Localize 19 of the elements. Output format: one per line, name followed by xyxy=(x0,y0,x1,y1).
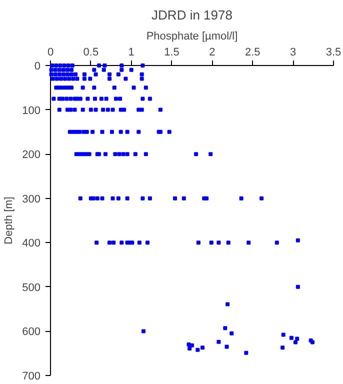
y-tick-label: 200 xyxy=(22,149,41,162)
y-tick-label: 100 xyxy=(22,104,41,117)
x-tick-label: 2 xyxy=(209,46,216,58)
y-tick-label: 600 xyxy=(22,326,41,338)
x-tick-label: 1.5 xyxy=(164,46,180,58)
x-tick-label: 1 xyxy=(128,46,134,58)
y-tick-label: 500 xyxy=(22,282,41,294)
x-tick-label: 3 xyxy=(290,46,296,58)
y-tick-label: 300 xyxy=(22,193,41,206)
x-tick-label: 0.5 xyxy=(83,46,99,58)
y-axis-title: Depth [m] xyxy=(3,196,16,244)
chart-title: JDRD in 1978 xyxy=(152,8,232,22)
x-tick-label: 3.5 xyxy=(326,46,342,58)
y-tick-label: 400 xyxy=(22,238,41,250)
x-axis-title: Phosphate [µmol/l] xyxy=(146,30,238,42)
x-tick-label: 0 xyxy=(47,46,54,58)
y-tick-label: 0 xyxy=(34,60,41,72)
x-tick-label: 2.5 xyxy=(244,46,260,58)
y-tick-label: 700 xyxy=(22,370,41,382)
